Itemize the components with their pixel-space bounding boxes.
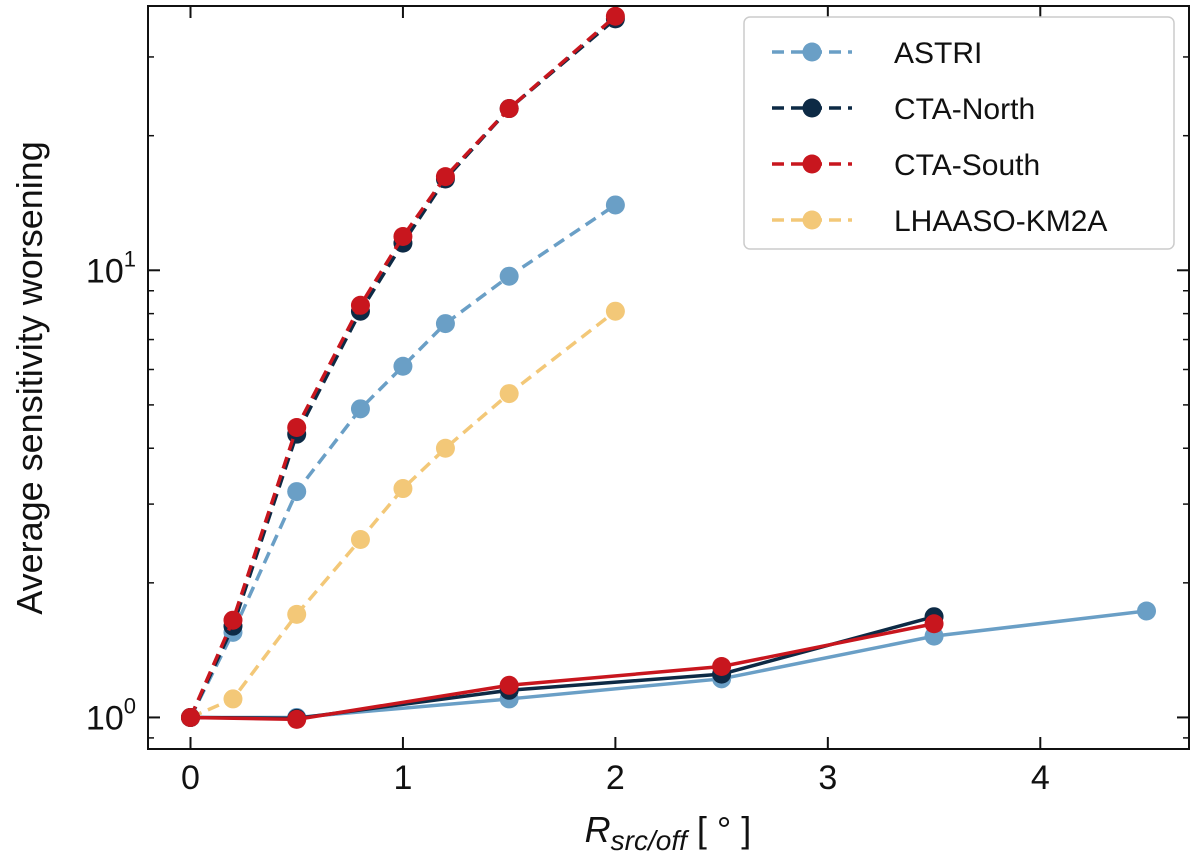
point-lhaaso-km2a-7 [605, 301, 625, 321]
legend-marker [802, 42, 822, 62]
point-cta-south-solid-3 [712, 656, 732, 676]
point-astri-2 [287, 482, 307, 502]
point-cta-south-3 [350, 295, 370, 315]
point-astri-5 [435, 314, 455, 334]
x-axis-label-main: R [585, 809, 611, 850]
legend: ASTRI CTA-North CTA-South LHAASO-KM2A [743, 16, 1175, 250]
point-astri-4 [393, 356, 413, 376]
legend-label: LHAASO-KM2A [894, 205, 1107, 238]
x-tick-label-4: 4 [1031, 759, 1050, 797]
point-cta-south-solid-1 [287, 709, 307, 729]
point-lhaaso-km2a-4 [393, 479, 413, 499]
line-cta-south-solid [190, 622, 935, 722]
point-cta-south-solid-2 [499, 675, 519, 695]
legend-label: CTA-North [894, 93, 1035, 126]
point-cta-south-2 [287, 418, 307, 438]
x-tick-label-3: 3 [818, 759, 837, 797]
legend-marker [802, 154, 822, 174]
line-cta-north [188, 17, 617, 719]
point-lhaaso-km2a-2 [287, 604, 307, 624]
x-axis-label-units: [ ° ] [697, 809, 751, 850]
legend-label: ASTRI [894, 37, 982, 70]
point-cta-south-solid-4 [924, 614, 944, 634]
line-astri-solid [190, 609, 1147, 720]
x-tick-label-2: 2 [606, 759, 625, 797]
x-tick-label-0: 0 [181, 759, 200, 797]
point-astri-3 [350, 399, 370, 419]
point-cta-south-6 [499, 99, 519, 119]
line-lhaaso-km2a [189, 309, 617, 720]
legend-label: CTA-South [894, 149, 1040, 182]
legend-marker [802, 98, 822, 118]
point-lhaaso-km2a-1 [223, 689, 243, 709]
point-lhaaso-km2a-3 [350, 530, 370, 550]
series-astri [180, 195, 625, 727]
point-cta-south-7 [605, 6, 625, 26]
series-layer [180, 6, 1157, 729]
series-cta-north-solid [180, 607, 944, 728]
point-cta-south-5 [435, 167, 455, 187]
point-astri-solid-5 [1137, 601, 1157, 621]
point-cta-south-4 [393, 227, 413, 247]
legend-item-astri: ASTRI [772, 37, 982, 70]
point-cta-south-solid-0 [180, 707, 200, 727]
legend-marker [802, 210, 822, 230]
x-axis-label: Rsrc/off[ ° ] [585, 809, 752, 856]
tick-labels: 0 1 2 3 4 100 101 [86, 246, 1050, 797]
legend-item-lhaaso-km2a: LHAASO-KM2A [772, 205, 1107, 238]
y-axis-label: Average sensitivity worsening [9, 141, 50, 615]
plot-frame [147, 5, 1190, 750]
legend-item-cta-north: CTA-North [772, 93, 1035, 126]
point-cta-south-1 [223, 610, 243, 630]
series-cta-south-solid [180, 614, 944, 729]
line-cta-south [188, 14, 617, 719]
y-tick-label-0: 100 [86, 693, 136, 737]
y-tick-label-1: 101 [86, 246, 136, 290]
point-lhaaso-km2a-5 [435, 438, 455, 458]
x-tick-label-1: 1 [393, 759, 412, 797]
x-axis-label-sub: src/off [611, 825, 690, 856]
line-cta-north-solid [190, 615, 935, 721]
series-astri-solid [180, 601, 1157, 727]
legend-item-cta-south: CTA-South [772, 149, 1040, 182]
point-astri-7 [605, 195, 625, 215]
point-astri-6 [499, 266, 519, 286]
line-astri [188, 203, 617, 719]
legend-box [743, 16, 1175, 250]
series-lhaaso-km2a [180, 301, 625, 727]
point-lhaaso-km2a-6 [499, 384, 519, 404]
